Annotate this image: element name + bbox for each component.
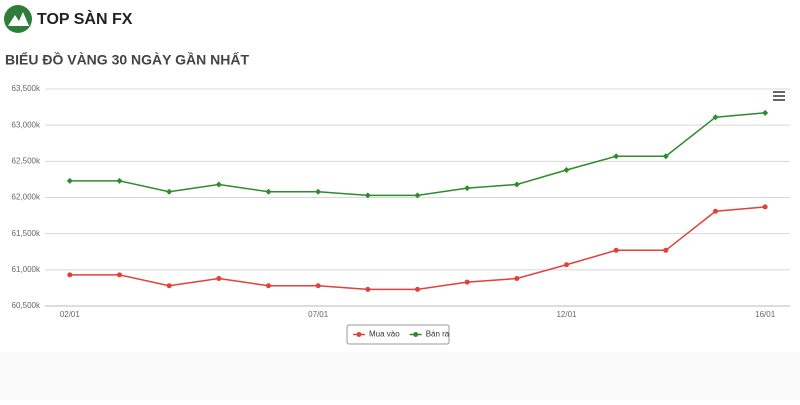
menu-icon[interactable] — [773, 91, 785, 101]
y-tick-label: 61,500k — [12, 229, 41, 238]
data-point — [166, 188, 173, 195]
y-tick-label: 62,500k — [12, 156, 41, 165]
data-point — [265, 188, 272, 195]
data-point — [514, 276, 520, 282]
menu-bar[interactable] — [773, 95, 785, 97]
data-point — [315, 188, 322, 195]
data-point — [564, 262, 569, 268]
legend-label[interactable]: Bán ra — [426, 330, 450, 339]
data-point — [712, 114, 719, 121]
data-point — [513, 181, 520, 188]
data-point — [464, 185, 471, 192]
data-point — [762, 204, 768, 210]
y-tick-label: 60,500k — [12, 301, 41, 310]
y-tick-label: 62,000k — [12, 193, 41, 202]
menu-bar[interactable] — [773, 91, 785, 93]
data-point — [464, 279, 470, 285]
data-point — [216, 276, 222, 282]
data-point — [662, 153, 669, 160]
logo-text: TOP SÀN FX — [37, 9, 133, 28]
data-point — [166, 283, 172, 289]
data-point — [315, 283, 321, 289]
legend-marker — [356, 332, 362, 337]
data-point — [563, 167, 570, 174]
logo: TOP SÀN FX — [4, 5, 133, 33]
legend-marker — [413, 332, 419, 337]
legend: Mua vào Bán ra — [346, 324, 450, 345]
x-tick-label: 16/01 — [755, 310, 776, 319]
data-point — [613, 247, 619, 253]
y-tick-label: 61,000k — [12, 265, 41, 274]
data-point — [67, 272, 73, 278]
data-point — [762, 109, 769, 116]
logo-mountain — [8, 12, 29, 26]
x-tick-label: 12/01 — [556, 310, 577, 319]
data-point — [266, 283, 271, 289]
logo-icon — [4, 5, 32, 33]
y-tick-label: 63,500k — [12, 84, 41, 93]
chart-title: BIỂU ĐỒ VÀNG 30 NGÀY GẦN NHẤT — [5, 51, 249, 68]
y-tick-label: 63,000k — [12, 120, 41, 129]
data-point — [663, 247, 669, 253]
data-point — [66, 177, 73, 184]
data-point — [414, 192, 421, 199]
data-point — [365, 286, 371, 292]
data-point — [364, 192, 371, 199]
menu-bar[interactable] — [773, 99, 785, 101]
legend-box — [346, 324, 450, 345]
data-point — [613, 153, 620, 160]
footer-band — [0, 352, 800, 400]
data-point — [713, 208, 718, 214]
legend-label[interactable]: Mua vào — [369, 330, 400, 339]
data-point — [116, 177, 123, 184]
data-point — [415, 286, 420, 292]
data-point — [215, 181, 222, 188]
x-tick-label: 07/01 — [308, 310, 329, 319]
x-tick-label: 02/01 — [60, 310, 81, 319]
data-point — [117, 272, 122, 278]
